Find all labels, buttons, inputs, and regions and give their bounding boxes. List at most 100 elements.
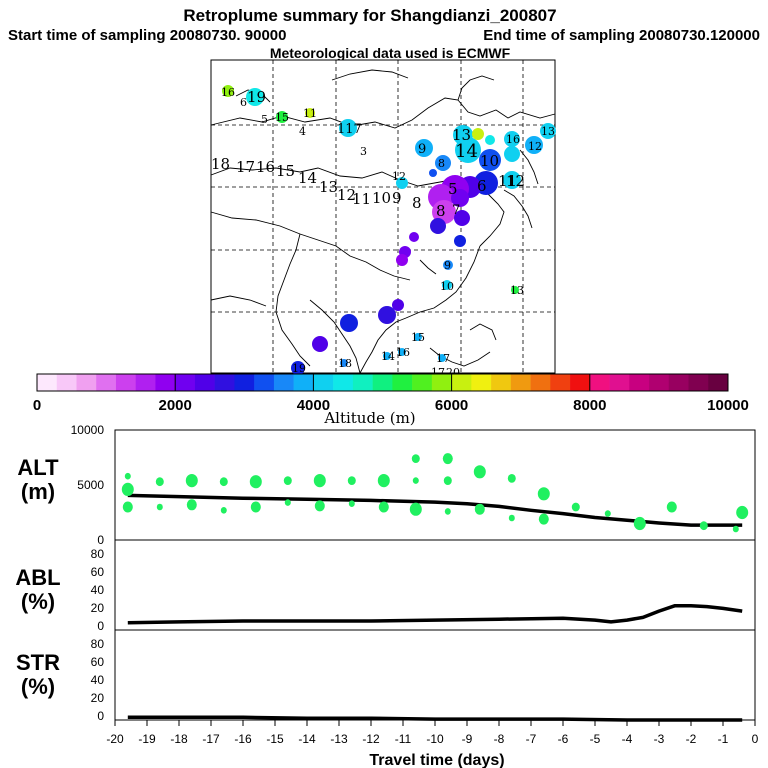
plume-marker [340, 314, 358, 332]
map-label: 7 [452, 203, 460, 218]
str-ytick: 20 [91, 691, 105, 705]
x-tick-label: 0 [752, 732, 759, 746]
alt-scatter-point [411, 454, 420, 463]
map-grid [211, 60, 555, 373]
plume-marker [454, 235, 466, 247]
alt-scatter-point [442, 453, 453, 465]
start-time-text: Start time of sampling 20080730. 90000 [8, 27, 286, 44]
map-label: 11 [352, 190, 371, 208]
colorbar-swatch [708, 374, 729, 391]
x-tick-label: -3 [654, 732, 665, 746]
colorbar-swatch [451, 374, 472, 391]
alt-scatter-point [348, 500, 355, 508]
abl-ytick: 40 [91, 583, 105, 597]
x-tick-label: -9 [462, 732, 473, 746]
alt-scatter-point [736, 505, 749, 520]
abl-line [127, 603, 743, 625]
plume-marker [398, 348, 406, 356]
colorbar-tick-label: 0 [33, 397, 41, 414]
alt-scatter-point [283, 476, 292, 485]
plume-marker [414, 333, 422, 341]
colorbar-swatch [688, 374, 709, 391]
colorbar-tick-label: 8000 [573, 397, 606, 414]
map-label: 13 [541, 125, 555, 138]
map-label: 13 [510, 284, 524, 297]
map-label: 4 [299, 125, 306, 138]
str-unit: (%) [21, 674, 55, 699]
alt-scatter-point [250, 501, 261, 513]
map-label: 12 [392, 170, 406, 183]
alt-scatter-point [185, 474, 198, 488]
map-label: 13 [452, 126, 471, 144]
str-panel-frame [114, 629, 756, 721]
alt-scatter-point [699, 521, 708, 531]
alt-scatter-point [604, 510, 611, 517]
map-label: 18 [338, 357, 352, 370]
map-label: 16 [396, 346, 410, 359]
alt-scatter-point [732, 525, 739, 533]
alt-scatter-point [443, 476, 452, 485]
map-label: 17 [236, 158, 255, 176]
alt-scatter-point [156, 503, 163, 511]
end-time-text: End time of sampling 20080730.120000 [483, 27, 760, 44]
alt-scatter-point [666, 501, 677, 513]
map-label: 10 [372, 189, 391, 207]
alt-scatter-point [473, 465, 486, 479]
colorbar-swatch [175, 374, 196, 391]
plume-markers [222, 85, 556, 375]
abl-panel-frame [114, 539, 756, 631]
map-label: 15 [276, 162, 295, 180]
map-label: 117 [337, 122, 362, 137]
colorbar-swatch [37, 374, 58, 391]
plume-marker [339, 119, 357, 137]
plume-marker [246, 88, 264, 106]
alt-scatter-point [121, 482, 134, 496]
alt-ytick: 10000 [71, 423, 105, 437]
abl-label: ABL [15, 565, 60, 590]
map-label: 17 [436, 352, 450, 365]
alt-scatter-point [124, 472, 131, 480]
colorbar-swatch [333, 374, 354, 391]
colorbar-swatch [570, 374, 591, 391]
map-label: 11 [303, 107, 317, 120]
colorbar-swatch [491, 374, 512, 391]
plume-marker [383, 352, 391, 360]
map-label: 9 [418, 142, 426, 157]
plume-marker [430, 218, 446, 234]
colorbar-swatch [155, 374, 176, 391]
x-tick-label: -20 [106, 732, 124, 746]
colorbar-swatch [471, 374, 492, 391]
str-ytick: 80 [91, 637, 105, 651]
colorbar-swatch [214, 374, 235, 391]
alt-scatter-point [155, 477, 164, 487]
alt-ytick: 5000 [77, 478, 104, 492]
abl-ytick: 0 [97, 619, 104, 633]
plume-marker [540, 123, 556, 139]
colorbar-swatch [589, 374, 610, 391]
map-label: 9 [392, 189, 402, 207]
colorbar-swatch [135, 374, 156, 391]
x-tick-label: -15 [266, 732, 284, 746]
alt-scatter-point [537, 487, 550, 501]
plume-marker [415, 139, 433, 157]
colorbar-swatch [530, 374, 551, 391]
map-label: 8 [438, 157, 445, 170]
plume-marker [454, 210, 470, 226]
colorbar-swatch [254, 374, 275, 391]
map-label: 6 [477, 177, 487, 195]
str-label: STR [16, 650, 60, 675]
x-tick-label: -18 [170, 732, 188, 746]
colorbar-swatch [372, 374, 393, 391]
alt-unit: (m) [21, 479, 55, 504]
colorbar-swatch [96, 374, 117, 391]
map-label: 12 [506, 172, 525, 190]
plume-marker [503, 171, 521, 189]
x-tick-label: -2 [686, 732, 697, 746]
alt-scatter-point [538, 513, 549, 525]
x-tick-label: -12 [362, 732, 380, 746]
alt-scatter-point [219, 477, 228, 487]
alt-scatter-point [378, 501, 389, 513]
abl-ytick: 60 [91, 565, 105, 579]
map-label: 19 [292, 362, 306, 375]
